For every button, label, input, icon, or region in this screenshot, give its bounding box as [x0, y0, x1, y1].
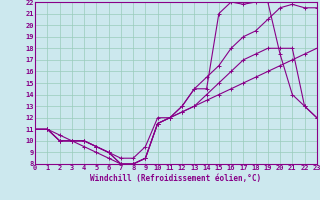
X-axis label: Windchill (Refroidissement éolien,°C): Windchill (Refroidissement éolien,°C)	[91, 174, 261, 183]
